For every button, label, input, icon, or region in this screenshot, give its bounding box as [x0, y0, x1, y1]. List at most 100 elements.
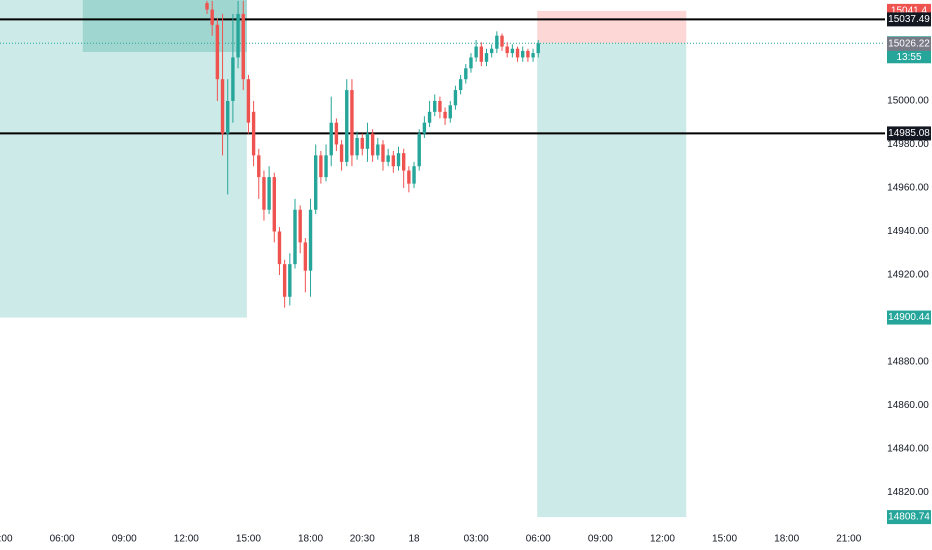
price-badge — [887, 12, 931, 27]
candle-body — [262, 177, 266, 210]
price-badge — [887, 310, 931, 325]
y-tick-label: 14840.00 — [887, 444, 929, 455]
candle-body — [334, 122, 339, 145]
x-tick-label: 18 — [408, 534, 420, 545]
y-tick-label: 14920.00 — [887, 270, 929, 281]
candle-body — [433, 100, 437, 112]
candle-body — [391, 155, 396, 167]
candle-body — [257, 155, 261, 178]
candle-body — [365, 133, 370, 149]
candle-body — [422, 122, 427, 134]
candle-body — [536, 43, 540, 54]
candle-body — [386, 155, 390, 162]
y-tick-label: 14880.00 — [887, 357, 929, 368]
candle-body — [521, 50, 525, 58]
x-tick-label: 20:30 — [350, 534, 375, 545]
candle-body — [469, 57, 473, 69]
price-label: 15026.22 — [888, 39, 930, 50]
x-tick-label: 18:00 — [774, 534, 799, 545]
candle-body — [205, 3, 209, 10]
candle-body — [505, 46, 509, 54]
price-badge — [887, 126, 931, 141]
candle-body — [370, 133, 375, 156]
candle-body — [350, 90, 354, 156]
candle-body — [251, 111, 256, 156]
y-tick-label: 15000.00 — [887, 96, 929, 107]
candle-body — [215, 24, 220, 80]
candle-body — [376, 144, 380, 156]
candle-body — [500, 35, 504, 47]
price-badge — [887, 510, 931, 525]
candle-body — [510, 48, 515, 54]
price-label: 15037.49 — [888, 14, 930, 25]
candle-body — [277, 231, 282, 265]
position-zone — [0, 0, 247, 318]
candle-body — [396, 153, 401, 167]
candle-body — [272, 177, 276, 232]
y-tick-label: 14940.00 — [887, 226, 929, 237]
candle-body — [412, 166, 416, 184]
x-tick-label: 06:00 — [50, 534, 75, 545]
y-tick-label: 14860.00 — [887, 400, 929, 411]
y-tick-label: 14960.00 — [887, 183, 929, 194]
candle-body — [314, 155, 318, 210]
candle-body — [474, 46, 478, 58]
candle-body — [401, 153, 406, 171]
candle-body — [236, 13, 240, 58]
x-tick-label: 18:00 — [298, 534, 323, 545]
candle-body — [489, 48, 494, 54]
countdown: 13:55 — [896, 52, 921, 63]
candle-body — [288, 264, 292, 297]
candle-body — [355, 137, 359, 156]
position-zone — [537, 10, 687, 44]
x-tick-label: 03:00 — [464, 534, 489, 545]
plot-area — [0, 0, 885, 518]
candle-body — [339, 144, 344, 162]
candle-body — [231, 57, 235, 101]
candle-body — [448, 105, 452, 119]
axes: 00:00 06:00 09:00 12:00 15:00 18:00 20:30 18 03:… — [0, 3, 931, 545]
candle-body — [360, 137, 364, 149]
x-tick-label: 09:00 — [112, 534, 137, 545]
x-tick-label: 21:00 — [836, 534, 861, 545]
candle-body — [303, 242, 308, 271]
candle-body — [458, 79, 463, 91]
candle-body — [495, 35, 499, 49]
candle-body — [298, 209, 302, 243]
candle-body — [464, 68, 468, 80]
price-label: 14900.44 — [888, 312, 930, 323]
x-tick-label: 00:00 — [0, 534, 13, 545]
candle-body — [241, 13, 245, 80]
candle-body — [246, 79, 251, 123]
candle-body — [417, 133, 421, 167]
price-label: 14808.74 — [888, 512, 930, 523]
candle-body — [345, 90, 349, 162]
price-badge — [887, 36, 931, 51]
x-tick-label: 15:00 — [236, 534, 261, 545]
y-tick-label: 14820.00 — [887, 487, 929, 498]
candle-body — [407, 170, 411, 184]
candle-body — [479, 46, 484, 62]
x-tick-label: 09:00 — [588, 534, 613, 545]
candle-body — [443, 111, 447, 119]
candle-body — [515, 48, 520, 58]
x-tick-label: 15:00 — [712, 534, 737, 545]
candle-body — [293, 209, 297, 265]
candle-body — [282, 264, 287, 297]
countdown-badge — [887, 50, 931, 64]
candle-body — [484, 53, 489, 62]
candle-body — [308, 209, 313, 271]
candle-body — [226, 100, 230, 134]
candle-body — [329, 122, 333, 156]
candle-body — [453, 90, 458, 106]
candle-body — [267, 177, 271, 210]
candle-body — [220, 79, 225, 134]
price-label: 14985.08 — [888, 128, 930, 139]
x-tick-label: 06:00 — [526, 534, 551, 545]
candle-body — [381, 144, 385, 162]
candle-body — [438, 100, 442, 112]
candle-body — [427, 111, 432, 123]
x-tick-label: 12:00 — [650, 534, 675, 545]
position-zone — [537, 43, 687, 518]
